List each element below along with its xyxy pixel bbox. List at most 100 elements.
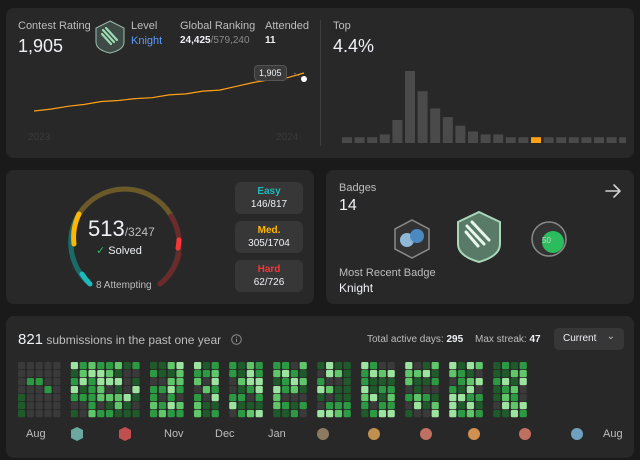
heatmap-cell[interactable] <box>431 386 439 394</box>
heatmap-cell[interactable] <box>238 410 246 418</box>
arrow-right-icon[interactable] <box>604 182 622 200</box>
heatmap-cell[interactable] <box>405 378 413 386</box>
heatmap-cell[interactable] <box>458 386 466 394</box>
heatmap-cell[interactable] <box>167 394 175 402</box>
heatmap-cell[interactable] <box>290 378 298 386</box>
heatmap-cell[interactable] <box>53 370 61 378</box>
heatmap-cell[interactable] <box>519 386 527 394</box>
heatmap-cell[interactable] <box>194 370 202 378</box>
hard-stat[interactable]: Hard 62/726 <box>235 260 303 292</box>
heatmap-cell[interactable] <box>238 394 246 402</box>
heatmap-cell[interactable] <box>387 402 395 410</box>
heatmap-cell[interactable] <box>273 378 281 386</box>
heatmap-cell[interactable] <box>475 394 483 402</box>
heatmap-cell[interactable] <box>458 394 466 402</box>
heatmap-cell[interactable] <box>273 370 281 378</box>
heatmap-cell[interactable] <box>18 370 26 378</box>
heatmap-cell[interactable] <box>44 370 52 378</box>
heatmap-cell[interactable] <box>493 370 501 378</box>
heatmap-cell[interactable] <box>519 410 527 418</box>
heatmap-cell[interactable] <box>176 402 184 410</box>
heatmap-cell[interactable] <box>44 362 52 370</box>
heatmap-cell[interactable] <box>519 370 527 378</box>
heatmap-cell[interactable] <box>106 402 114 410</box>
heatmap-cell[interactable] <box>502 410 510 418</box>
fifty-days-badge-icon[interactable]: 50 <box>529 218 569 260</box>
heatmap-cell[interactable] <box>317 378 325 386</box>
heatmap-cell[interactable] <box>317 386 325 394</box>
heatmap-cell[interactable] <box>167 386 175 394</box>
heatmap-cell[interactable] <box>290 410 298 418</box>
heatmap-cell[interactable] <box>282 402 290 410</box>
heatmap-cell[interactable] <box>502 378 510 386</box>
heatmap-cell[interactable] <box>290 362 298 370</box>
heatmap-cell[interactable] <box>211 402 219 410</box>
heatmap-cell[interactable] <box>18 386 26 394</box>
current-rating-point[interactable] <box>301 76 307 82</box>
heatmap-cell[interactable] <box>414 370 422 378</box>
heatmap-cell[interactable] <box>211 370 219 378</box>
heatmap-cell[interactable] <box>211 394 219 402</box>
heatmap-cell[interactable] <box>405 386 413 394</box>
heatmap-cell[interactable] <box>167 362 175 370</box>
heatmap-cell[interactable] <box>70 410 78 418</box>
heatmap-cell[interactable] <box>123 410 131 418</box>
heatmap-cell[interactable] <box>44 410 52 418</box>
heatmap-cell[interactable] <box>449 410 457 418</box>
heatmap-cell[interactable] <box>273 362 281 370</box>
heatmap-cell[interactable] <box>255 362 263 370</box>
heatmap-cell[interactable] <box>238 362 246 370</box>
heatmap-cell[interactable] <box>343 410 351 418</box>
histogram-bar[interactable] <box>594 137 604 143</box>
heatmap-cell[interactable] <box>387 362 395 370</box>
heatmap-cell[interactable] <box>53 362 61 370</box>
heatmap-cell[interactable] <box>70 362 78 370</box>
heatmap-cell[interactable] <box>510 394 518 402</box>
heatmap-cell[interactable] <box>502 370 510 378</box>
heatmap-cell[interactable] <box>97 386 105 394</box>
heatmap-cell[interactable] <box>238 370 246 378</box>
heatmap-cell[interactable] <box>211 378 219 386</box>
heatmap-cell[interactable] <box>132 362 140 370</box>
heatmap-cell[interactable] <box>387 410 395 418</box>
histogram-bar[interactable] <box>543 137 554 143</box>
heatmap-cell[interactable] <box>150 378 158 386</box>
heatmap-cell[interactable] <box>35 370 43 378</box>
heatmap-cell[interactable] <box>422 362 430 370</box>
heatmap-cell[interactable] <box>35 410 43 418</box>
heatmap-cell[interactable] <box>449 362 457 370</box>
heatmap-cell[interactable] <box>88 386 96 394</box>
heatmap-cell[interactable] <box>202 394 210 402</box>
heatmap-cell[interactable] <box>53 410 61 418</box>
heatmap-cell[interactable] <box>466 394 474 402</box>
heatmap-cell[interactable] <box>519 394 527 402</box>
heatmap-cell[interactable] <box>475 362 483 370</box>
heatmap-cell[interactable] <box>176 386 184 394</box>
badge-marker-icon[interactable] <box>570 426 584 442</box>
heatmap-cell[interactable] <box>132 402 140 410</box>
rating-line-chart[interactable] <box>24 63 314 133</box>
heatmap-cell[interactable] <box>378 410 386 418</box>
badge-marker-icon[interactable] <box>419 426 433 442</box>
heatmap-cell[interactable] <box>229 394 237 402</box>
heatmap-cell[interactable] <box>194 378 202 386</box>
heatmap-cell[interactable] <box>493 378 501 386</box>
heatmap-cell[interactable] <box>378 370 386 378</box>
heatmap-cell[interactable] <box>458 402 466 410</box>
histogram-bar[interactable] <box>405 71 415 143</box>
medium-stat[interactable]: Med. 305/1704 <box>235 221 303 253</box>
histogram-bar[interactable] <box>493 134 504 143</box>
heatmap-cell[interactable] <box>132 378 140 386</box>
heatmap-cell[interactable] <box>510 362 518 370</box>
heatmap-cell[interactable] <box>475 370 483 378</box>
study-plan-badge-icon[interactable] <box>392 218 432 260</box>
heatmap-cell[interactable] <box>405 362 413 370</box>
heatmap-cell[interactable] <box>431 410 439 418</box>
heatmap-cell[interactable] <box>519 402 527 410</box>
histogram-bar[interactable] <box>455 125 466 143</box>
heatmap-cell[interactable] <box>167 402 175 410</box>
heatmap-cell[interactable] <box>290 370 298 378</box>
heatmap-cell[interactable] <box>273 410 281 418</box>
heatmap-cell[interactable] <box>370 402 378 410</box>
heatmap-cell[interactable] <box>150 370 158 378</box>
